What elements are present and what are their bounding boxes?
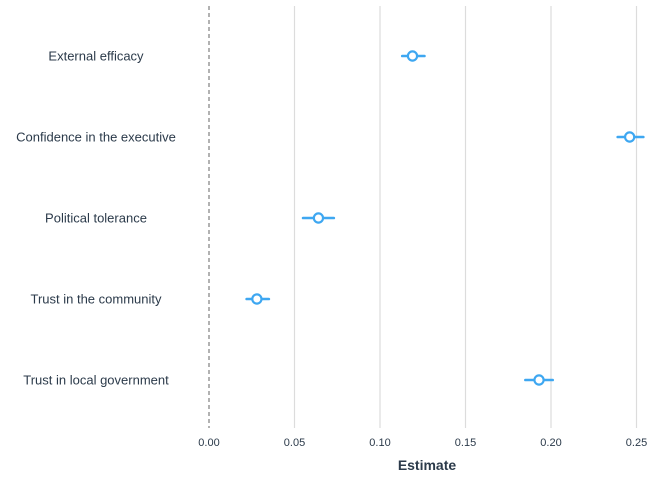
category-label: Trust in the community bbox=[30, 292, 162, 307]
category-label: Trust in local government bbox=[23, 373, 169, 388]
estimate-point bbox=[623, 131, 636, 143]
category-label: Political tolerance bbox=[45, 211, 147, 226]
x-tick-label: 0.20 bbox=[540, 437, 561, 449]
x-tick-labels: 0.00 0.05 0.10 0.15 0.20 0.25 bbox=[198, 437, 647, 449]
x-tick-label: 0.10 bbox=[369, 437, 390, 449]
estimate-point bbox=[251, 293, 263, 305]
estimate-point bbox=[312, 212, 325, 224]
grid-lines bbox=[293, 6, 638, 428]
category-label: External efficacy bbox=[48, 49, 144, 64]
x-tick-label: 0.00 bbox=[198, 437, 219, 449]
estimate-point bbox=[533, 374, 545, 386]
estimate-point bbox=[406, 50, 419, 62]
category-label: Confidence in the executive bbox=[16, 130, 176, 145]
x-tick-label: 0.25 bbox=[626, 437, 647, 449]
x-tick-label: 0.05 bbox=[284, 437, 305, 449]
x-tick-label: 0.15 bbox=[455, 437, 476, 449]
category-labels: External efficacy Confidence in the execu… bbox=[16, 49, 176, 388]
x-axis-title: Estimate bbox=[398, 457, 457, 473]
data-marks bbox=[245, 50, 645, 386]
